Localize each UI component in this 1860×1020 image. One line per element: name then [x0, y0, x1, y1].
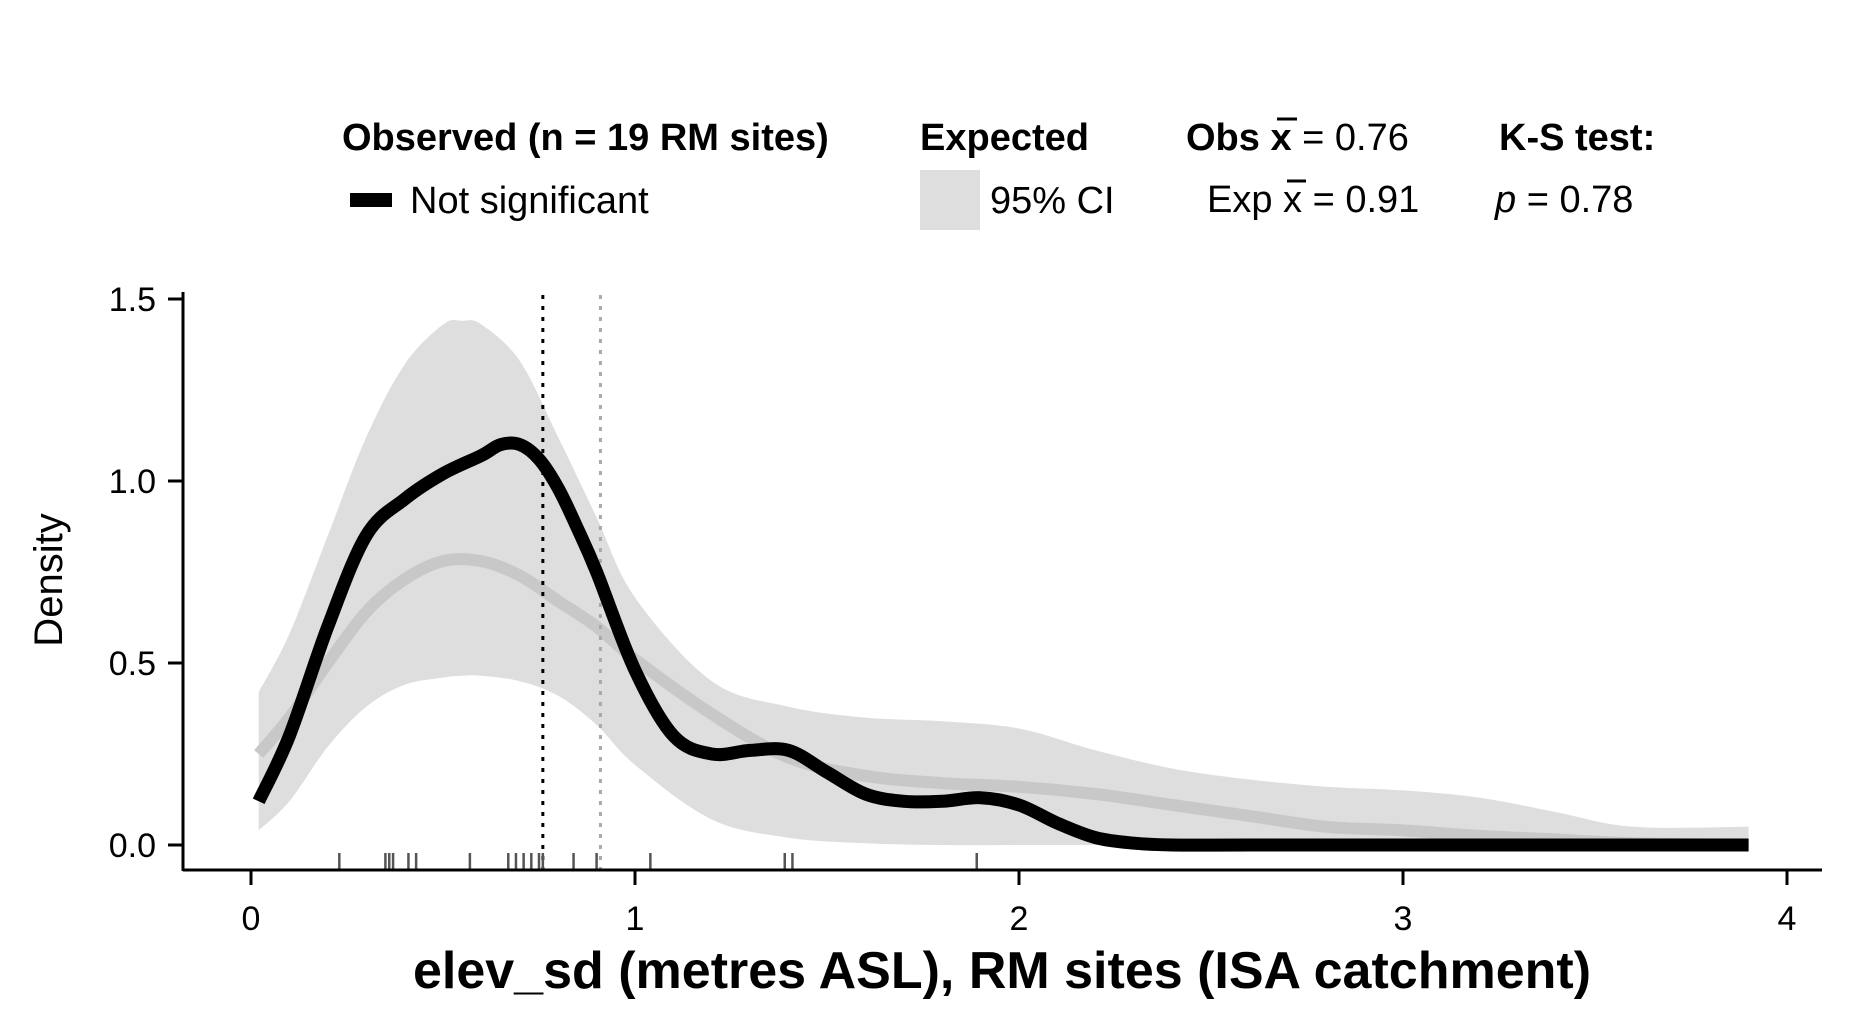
legend-ks-p-symbol: p	[1494, 179, 1516, 221]
legend-observed-heading: Observed (n = 19 RM sites)	[342, 117, 829, 159]
legend-observed-label: Not significant	[410, 180, 649, 222]
y-tick-label: 0.0	[109, 827, 156, 865]
y-ticks: 0.0 0.5 1.0 1.5	[109, 281, 183, 865]
y-axis-title: Density	[27, 513, 71, 646]
legend-obs-mean-prefix: Obs	[1186, 117, 1270, 159]
legend-obs-mean: Obs x = 0.76	[1186, 117, 1409, 159]
x-tick-label: 4	[1778, 900, 1797, 938]
rug-layer	[338, 853, 979, 870]
y-tick-label: 1.0	[109, 463, 156, 501]
legend-expected-heading: Expected	[920, 117, 1089, 159]
legend-ci-label: 95% CI	[990, 180, 1115, 222]
y-tick-label: 1.5	[109, 281, 156, 319]
legend-exp-mean: Exp x = 0.91	[1207, 179, 1419, 221]
observed-density-line	[252, 436, 1749, 852]
observed-line-layer	[252, 436, 1749, 852]
x-tick-label: 1	[626, 900, 645, 938]
legend-ci-swatch	[920, 170, 980, 230]
x-ticks: 0 1 2 3 4	[242, 870, 1797, 938]
x-tick-label: 3	[1394, 900, 1413, 938]
legend-exp-mean-prefix: Exp	[1207, 179, 1283, 221]
legend-exp-mean-symbol: x	[1283, 179, 1302, 221]
legend-ks-p: p = 0.78	[1494, 179, 1633, 221]
legend-ks-heading: K-S test:	[1499, 117, 1655, 159]
legend-obs-mean-symbol: x	[1270, 117, 1291, 159]
ci-band	[258, 319, 1749, 846]
axes: 0 1 2 3 4 0.0 0.5 1.0 1.5	[109, 281, 1822, 938]
x-tick-label: 0	[242, 900, 261, 938]
legend: Observed (n = 19 RM sites) Not significa…	[342, 117, 1655, 230]
y-tick-label: 0.5	[109, 645, 156, 683]
x-tick-label: 2	[1010, 900, 1029, 938]
legend-obs-mean-value: = 0.76	[1292, 117, 1409, 159]
legend-exp-mean-value: = 0.91	[1302, 179, 1419, 221]
x-axis-title: elev_sd (metres ASL), RM sites (ISA catc…	[413, 942, 1591, 1000]
legend-ks-p-value: = 0.78	[1516, 179, 1633, 221]
ci-band-layer	[258, 319, 1749, 846]
